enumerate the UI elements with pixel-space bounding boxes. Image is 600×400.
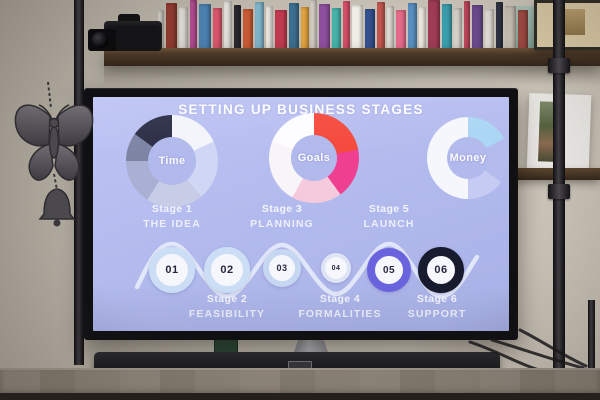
book-spine (224, 1, 233, 50)
donut-chart-goals: Goals (269, 113, 359, 203)
tv: SETTING UP BUSINESS STAGES Time Goals Mo… (84, 88, 518, 340)
book-spine (453, 8, 462, 50)
book-spine (266, 6, 274, 50)
stage-2-marker: 02 (204, 247, 250, 293)
chain (47, 81, 52, 109)
book-spine (178, 7, 188, 50)
book-spine (212, 8, 223, 50)
book-spine (441, 4, 452, 50)
book-spine (255, 2, 265, 50)
book-spine (387, 6, 394, 50)
donut-hole: Goals (290, 134, 338, 182)
butterfly-wind-chime (14, 81, 94, 227)
donut-hole: Money (446, 136, 490, 180)
book-spine (428, 0, 440, 50)
camera-viewfinder (118, 14, 140, 25)
framed-art (534, 0, 600, 50)
book-spine (463, 1, 470, 50)
stage-4-marker: 04 (321, 253, 351, 283)
book-spine (342, 1, 350, 50)
stage-5-label: Stage 5 LAUNCH (363, 203, 415, 230)
pipe-clamp (548, 58, 570, 73)
donut-chart-time: Time (126, 115, 218, 207)
book-row (158, 0, 529, 50)
book-spine (504, 6, 517, 50)
book-spine (408, 3, 418, 50)
desk (0, 368, 600, 396)
book-spine (234, 5, 241, 50)
book-spine (275, 10, 287, 50)
slide-title: SETTING UP BUSINESS STAGES (178, 102, 424, 117)
left-pipe (74, 0, 84, 365)
book-spine (484, 9, 494, 50)
stage-2-label: Stage 2 FEASIBILITY (188, 293, 266, 320)
book-spine (310, 0, 318, 50)
under-desk-shadow (0, 393, 600, 400)
book-spine (331, 8, 341, 50)
right-pipe (553, 0, 565, 400)
pipe-clamp (548, 184, 570, 199)
stage-6-label: Stage 6 SUPPORT (407, 293, 467, 320)
book-spine (166, 3, 177, 50)
book-spine (471, 5, 483, 50)
chain (53, 173, 58, 191)
stage-6-marker: 06 (418, 247, 464, 293)
book-spine (189, 0, 197, 50)
book-spine (289, 3, 299, 50)
book-spine (395, 10, 407, 50)
bell-icon (38, 188, 76, 227)
book-spine (198, 4, 211, 50)
donut-label-time: Time (158, 155, 186, 167)
stage-1-label: Stage 1 THE IDEA (143, 203, 201, 230)
book-spine (495, 2, 503, 50)
donut-hole: Time (148, 137, 196, 185)
stage-3-label: Stage 3 PLANNING (250, 203, 314, 230)
book-spine (300, 7, 309, 50)
stage-3-marker: 03 (263, 249, 301, 287)
book-spine (319, 4, 330, 50)
camera-lens (88, 29, 116, 51)
book-spine (377, 2, 386, 50)
donut-label-money: Money (449, 152, 487, 164)
butterfly-icon (14, 104, 94, 181)
tv-screen: SETTING UP BUSINESS STAGES Time Goals Mo… (93, 97, 509, 331)
desk-leg-pipe (588, 300, 595, 400)
stage-5-marker: 05 (367, 248, 411, 292)
book-spine (518, 10, 529, 50)
donut-label-goals: Goals (297, 152, 331, 164)
book-spine (419, 7, 427, 50)
stage-4-label: Stage 4 FORMALITIES (298, 293, 382, 320)
book-spine (242, 9, 254, 50)
book-spine (351, 5, 364, 50)
camera (88, 14, 164, 52)
shelf-shadow (104, 66, 600, 86)
top-shelf-board (104, 48, 600, 66)
stage-1-marker: 01 (149, 247, 195, 293)
donut-chart-money: Money (427, 117, 509, 199)
book-spine (365, 9, 376, 50)
